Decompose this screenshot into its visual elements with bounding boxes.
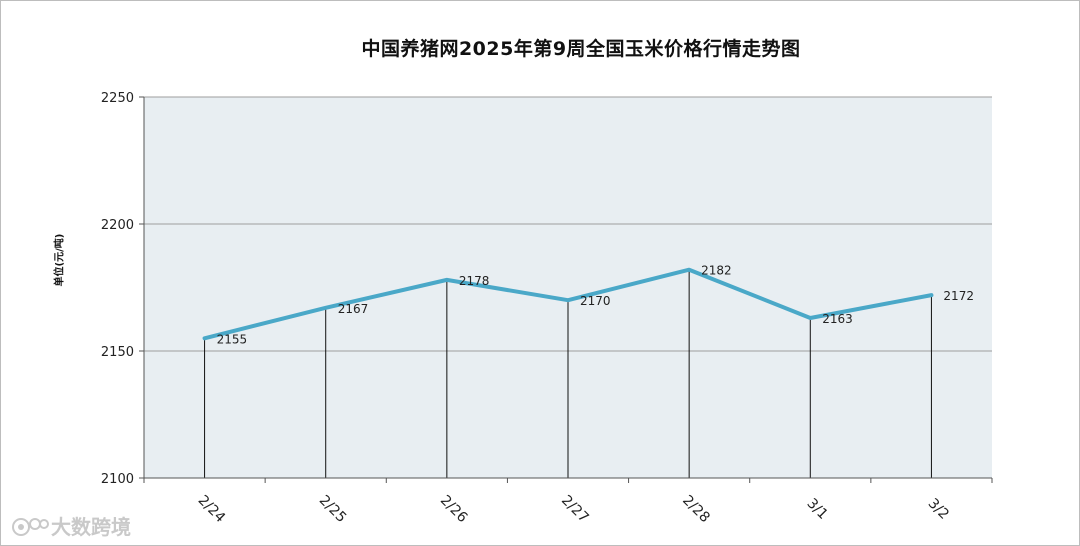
watermark: 大数跨境 bbox=[9, 511, 131, 540]
x-tick-label: 2/27 bbox=[558, 492, 592, 526]
weibo-logo-icon bbox=[12, 517, 49, 536]
x-tick-label: 2/25 bbox=[316, 492, 350, 526]
data-label: 2163 bbox=[822, 312, 853, 326]
data-label: 2170 bbox=[580, 294, 611, 308]
y-tick-label: 2250 bbox=[101, 91, 134, 106]
y-tick-label: 2150 bbox=[101, 345, 134, 360]
series-line bbox=[202, 267, 934, 341]
x-tick-label: 2/24 bbox=[195, 492, 229, 526]
x-tick-label: 2/28 bbox=[679, 492, 713, 526]
data-label: 2167 bbox=[338, 302, 369, 316]
data-label: 2178 bbox=[459, 274, 490, 288]
y-tick-label: 2100 bbox=[101, 472, 134, 487]
y-tick-label: 2200 bbox=[101, 218, 134, 233]
x-tick-label: 3/2 bbox=[925, 496, 952, 523]
watermark-text: 大数跨境 bbox=[51, 515, 131, 539]
x-tick-label: 3/1 bbox=[803, 496, 830, 523]
x-tick-label: 2/26 bbox=[437, 492, 471, 526]
data-label: 2155 bbox=[217, 332, 248, 346]
chart-title: 中国养猪网2025年第9周全国玉米价格行情走势图 bbox=[361, 38, 801, 60]
data-label: 2182 bbox=[701, 264, 732, 278]
data-label: 2172 bbox=[943, 289, 974, 303]
